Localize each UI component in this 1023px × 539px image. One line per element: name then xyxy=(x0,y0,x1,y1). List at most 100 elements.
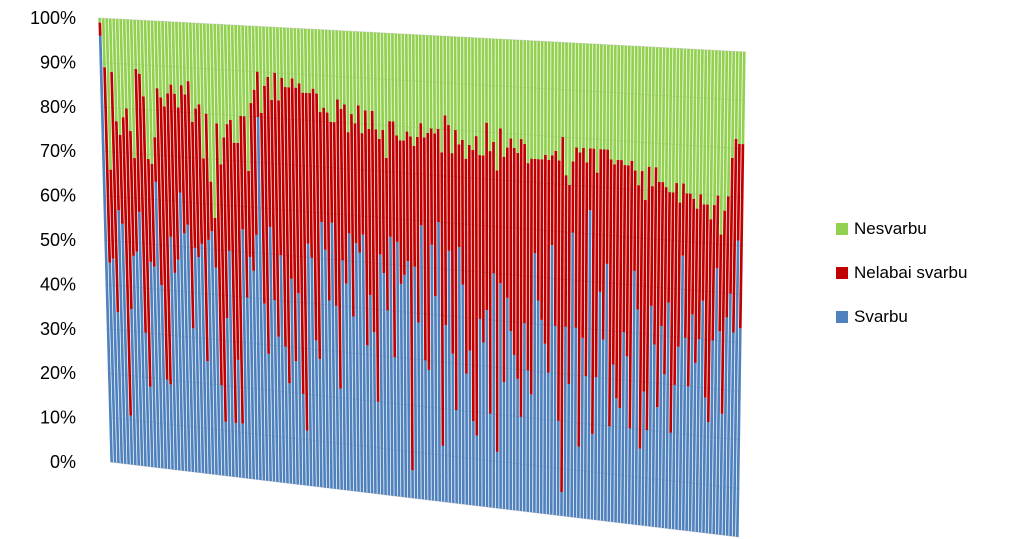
bar-nesvarbu-92 xyxy=(415,34,419,137)
bar-nelabai-svarbu-148 xyxy=(608,159,613,427)
bar-nelabai-svarbu-26 xyxy=(186,81,195,329)
bar-nesvarbu-72 xyxy=(345,31,350,133)
bar-nesvarbu-142 xyxy=(589,43,593,149)
bar-nelabai-svarbu-173 xyxy=(693,208,699,363)
bar-svarbu-103 xyxy=(454,409,458,504)
legend-item-svarbu: Svarbu xyxy=(836,306,1016,328)
bar-svarbu-120 xyxy=(512,354,516,511)
bar-nesvarbu-134 xyxy=(561,42,565,138)
bar-svarbu-98 xyxy=(437,221,442,502)
bar-svarbu-173 xyxy=(692,362,697,532)
bar-svarbu-159 xyxy=(644,429,649,527)
bar-svarbu-145 xyxy=(597,291,602,521)
bar-svarbu-14 xyxy=(149,261,157,468)
bar-svarbu-90 xyxy=(411,470,414,499)
gridline xyxy=(102,195,744,247)
bar-nelabai-svarbu-106 xyxy=(464,158,468,374)
legend-swatch-svarbu xyxy=(836,311,848,323)
bar-nelabai-svarbu-46 xyxy=(255,71,260,118)
bar-nelabai-svarbu-103 xyxy=(454,129,458,411)
bar-nelabai-svarbu-88 xyxy=(402,140,406,276)
bar-nelabai-svarbu-151 xyxy=(618,159,623,409)
bar-svarbu-87 xyxy=(399,283,404,498)
bar-nesvarbu-132 xyxy=(554,41,558,151)
bar-nesvarbu-139 xyxy=(578,43,582,153)
bar-nesvarbu-121 xyxy=(516,39,520,154)
bar-svarbu-149 xyxy=(610,364,615,523)
bar-nelabai-svarbu-131 xyxy=(550,155,554,246)
bar-svarbu-96 xyxy=(430,244,435,501)
bar-nelabai-svarbu-57 xyxy=(294,87,300,294)
bar-nelabai-svarbu-125 xyxy=(529,158,533,395)
bar-svarbu-107 xyxy=(468,350,472,506)
bar-nelabai-svarbu-3 xyxy=(109,169,115,259)
bar-nesvarbu-4 xyxy=(108,18,113,73)
bar-svarbu-127 xyxy=(536,300,540,514)
bar-svarbu-78 xyxy=(368,294,374,494)
bar-nesvarbu-106 xyxy=(464,37,468,159)
bar-svarbu-82 xyxy=(382,273,387,496)
bar-nesvarbu-87 xyxy=(398,33,402,141)
bar-nelabai-svarbu-135 xyxy=(564,175,568,327)
bar-nelabai-svarbu-20 xyxy=(166,93,173,237)
bar-nelabai-svarbu-166 xyxy=(669,192,675,433)
bar-svarbu-42 xyxy=(245,297,252,479)
gridline xyxy=(107,372,741,441)
bar-nelabai-svarbu-81 xyxy=(377,138,382,255)
bar-nelabai-svarbu-158 xyxy=(642,199,647,392)
bar-nesvarbu-116 xyxy=(499,39,502,129)
bar-nelabai-svarbu-32 xyxy=(209,181,214,232)
bar-nesvarbu-122 xyxy=(519,40,523,140)
bar-svarbu-30 xyxy=(206,361,212,475)
bar-nesvarbu-99 xyxy=(439,35,443,153)
bar-nelabai-svarbu-36 xyxy=(222,137,229,319)
bar-svarbu-69 xyxy=(339,388,343,490)
bar-svarbu-152 xyxy=(621,332,626,524)
bar-nelabai-svarbu-29 xyxy=(197,104,204,244)
bar-nelabai-svarbu-91 xyxy=(412,145,417,267)
bar-svarbu-81 xyxy=(378,254,384,495)
bar-nelabai-svarbu-92 xyxy=(416,136,420,323)
bar-nelabai-svarbu-12 xyxy=(138,73,147,333)
bar-svarbu-24 xyxy=(183,233,191,472)
bar-nesvarbu-34 xyxy=(213,24,218,124)
gridline xyxy=(108,417,740,489)
bar-nelabai-svarbu-105 xyxy=(461,139,465,285)
bar-nelabai-svarbu-126 xyxy=(533,158,537,254)
bar-nelabai-svarbu-172 xyxy=(691,198,696,315)
bar-svarbu-183 xyxy=(725,293,732,536)
bar-nelabai-svarbu-168 xyxy=(677,202,682,347)
bar-nelabai-svarbu-82 xyxy=(381,129,386,274)
bar-nelabai-svarbu-18 xyxy=(159,97,169,380)
bar-svarbu-17 xyxy=(160,285,168,469)
y-tick-label: 20% xyxy=(40,363,76,383)
bar-nelabai-svarbu-130 xyxy=(546,159,551,373)
bar-svarbu-116 xyxy=(499,283,502,509)
bar-nesvarbu-185 xyxy=(738,51,743,144)
bar-nelabai-svarbu-14 xyxy=(146,158,153,262)
bar-svarbu-31 xyxy=(207,239,215,475)
bar-nelabai-svarbu-67 xyxy=(329,121,334,223)
bar-nesvarbu-54 xyxy=(283,27,287,88)
bar-nelabai-svarbu-142 xyxy=(588,148,592,211)
bar-svarbu-150 xyxy=(614,398,618,523)
bar-nelabai-svarbu-183 xyxy=(729,157,734,294)
bar-svarbu-72 xyxy=(347,233,354,491)
bar-svarbu-186 xyxy=(735,328,742,537)
bar-nesvarbu-69 xyxy=(335,30,339,100)
bar-svarbu-50 xyxy=(273,299,279,483)
bar-svarbu-20 xyxy=(169,236,178,471)
bar-nesvarbu-176 xyxy=(706,50,711,205)
bar-nelabai-svarbu-134 xyxy=(560,137,565,493)
bar-nelabai-svarbu-41 xyxy=(239,115,244,230)
bar-nelabai-svarbu-101 xyxy=(447,124,451,251)
bar-nelabai-svarbu-161 xyxy=(653,167,658,345)
bar-svarbu-170 xyxy=(681,337,687,531)
bar-nesvarbu-60 xyxy=(303,28,308,93)
bar-nesvarbu-183 xyxy=(731,51,736,158)
bar-nesvarbu-143 xyxy=(592,43,596,149)
bar-svarbu-13 xyxy=(149,386,154,468)
bar-nesvarbu-45 xyxy=(251,26,256,90)
bar-nesvarbu-57 xyxy=(293,28,297,88)
bar-nelabai-svarbu-177 xyxy=(706,219,713,423)
